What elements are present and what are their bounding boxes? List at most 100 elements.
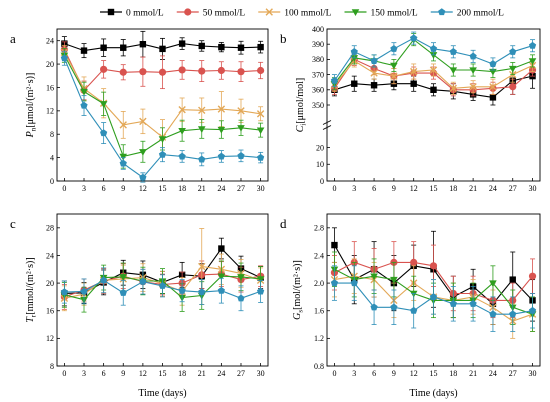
y-tick-label: 12: [46, 334, 54, 343]
data-point: [217, 126, 226, 134]
data-point: [119, 288, 127, 296]
data-point: [198, 106, 206, 114]
x-tick-label: 15: [430, 369, 438, 378]
x-tick-label: 3: [82, 369, 86, 378]
panel-c: 8 12 16 20 24 28 0 3 6 9 12 15 18 21 24 27 30 Time (days)…: [10, 213, 269, 399]
series-4: [330, 33, 537, 91]
x-tick-label: 15: [159, 184, 167, 193]
panel-label: d: [280, 216, 287, 231]
data-point: [350, 279, 358, 287]
data-point: [159, 45, 166, 53]
legend-marker: [184, 8, 192, 16]
data-point: [80, 47, 88, 54]
y-tick-label: 1.2: [314, 334, 324, 343]
data-point: [100, 65, 108, 73]
data-point: [60, 54, 68, 62]
data-point: [237, 68, 245, 76]
x-tick-label: 12: [410, 184, 418, 193]
legend-item: 100 mmol/L: [258, 8, 332, 19]
x-tick-label: 24: [217, 184, 225, 193]
data-point: [237, 152, 245, 159]
data-point: [370, 303, 378, 311]
data-point: [217, 286, 225, 294]
data-point: [390, 62, 398, 70]
y-tick-label: 390: [312, 40, 324, 49]
data-point: [218, 245, 225, 252]
x-tick-label: 3: [352, 369, 356, 378]
x-tick-label: 0: [62, 369, 66, 378]
data-point: [217, 152, 225, 160]
data-point: [198, 288, 206, 296]
series-5: [330, 31, 537, 88]
panel-a: 0 4 8 12 16 20 24 0 3 6 9 12 15 18 21 24 27 30 Pn[μmol/(m²…: [10, 28, 269, 193]
data-point: [330, 279, 339, 287]
data-point: [100, 129, 108, 137]
y-axis-label-symbol: C: [295, 125, 306, 132]
data-point: [119, 121, 127, 129]
data-point: [509, 83, 517, 91]
legend-item: 50 mmol/L: [176, 8, 246, 19]
y-tick-label: 0.8: [314, 362, 324, 371]
data-point: [99, 101, 108, 108]
y-axis-label-subscript: r: [30, 314, 38, 317]
panel-label: c: [10, 216, 16, 231]
y-tick-label: 8: [50, 130, 54, 139]
legend-item: 200 mmol/L: [430, 8, 504, 19]
y-axis-label-subscript: n: [30, 127, 38, 131]
data-point: [528, 272, 537, 280]
legend-label: 50 mmol/L: [203, 9, 246, 19]
data-point: [237, 44, 245, 51]
x-axis-label: Time (days): [138, 388, 186, 399]
data-point: [217, 66, 225, 75]
data-point: [429, 66, 438, 74]
data-point: [469, 300, 477, 307]
data-point: [509, 276, 516, 283]
x-tick-label: 30: [529, 369, 537, 378]
x-tick-label: 9: [121, 369, 125, 378]
legend-marker: [265, 8, 273, 16]
data-point: [217, 273, 226, 281]
data-point: [429, 293, 438, 300]
data-point: [489, 310, 497, 318]
x-tick-label: 15: [159, 369, 167, 378]
y-tick-label: 12: [46, 107, 54, 116]
y-axis-label-unit: [μmol/mol]: [295, 78, 306, 124]
data-point: [139, 149, 147, 156]
y-axis-label: Pn[μmol/(m²·s)]: [25, 73, 38, 139]
legend-item: 150 mmol/L: [344, 9, 418, 19]
data-point: [528, 306, 537, 314]
series-5: [330, 265, 537, 332]
data-point: [139, 41, 147, 48]
x-tick-label: 6: [372, 369, 376, 378]
series-1: [61, 30, 264, 60]
data-point: [120, 44, 127, 51]
data-point: [119, 274, 128, 281]
data-point: [198, 42, 205, 50]
data-point: [429, 52, 438, 59]
data-point: [139, 117, 147, 126]
data-point: [489, 83, 497, 91]
y-tick-label: 370: [312, 70, 324, 79]
data-point: [370, 273, 378, 281]
x-tick-label: 6: [102, 184, 106, 193]
legend-marker: [438, 8, 446, 16]
data-point: [509, 310, 517, 318]
data-point: [449, 300, 457, 307]
data-point: [410, 34, 418, 42]
x-tick-label: 18: [178, 184, 186, 193]
x-tick-label: 12: [139, 369, 147, 378]
data-point: [119, 153, 128, 161]
y-tick-label: 400: [312, 25, 324, 34]
x-tick-label: 21: [198, 184, 206, 193]
data-point: [256, 127, 265, 135]
y-tick-label: 20: [316, 143, 324, 152]
x-tick-label: 24: [489, 369, 497, 378]
data-point: [217, 105, 226, 113]
x-axis-label: Time (days): [409, 388, 457, 399]
data-point: [410, 306, 418, 314]
data-point: [178, 40, 186, 47]
y-tick-label: 2.8: [314, 224, 324, 233]
series-5: [60, 50, 265, 183]
